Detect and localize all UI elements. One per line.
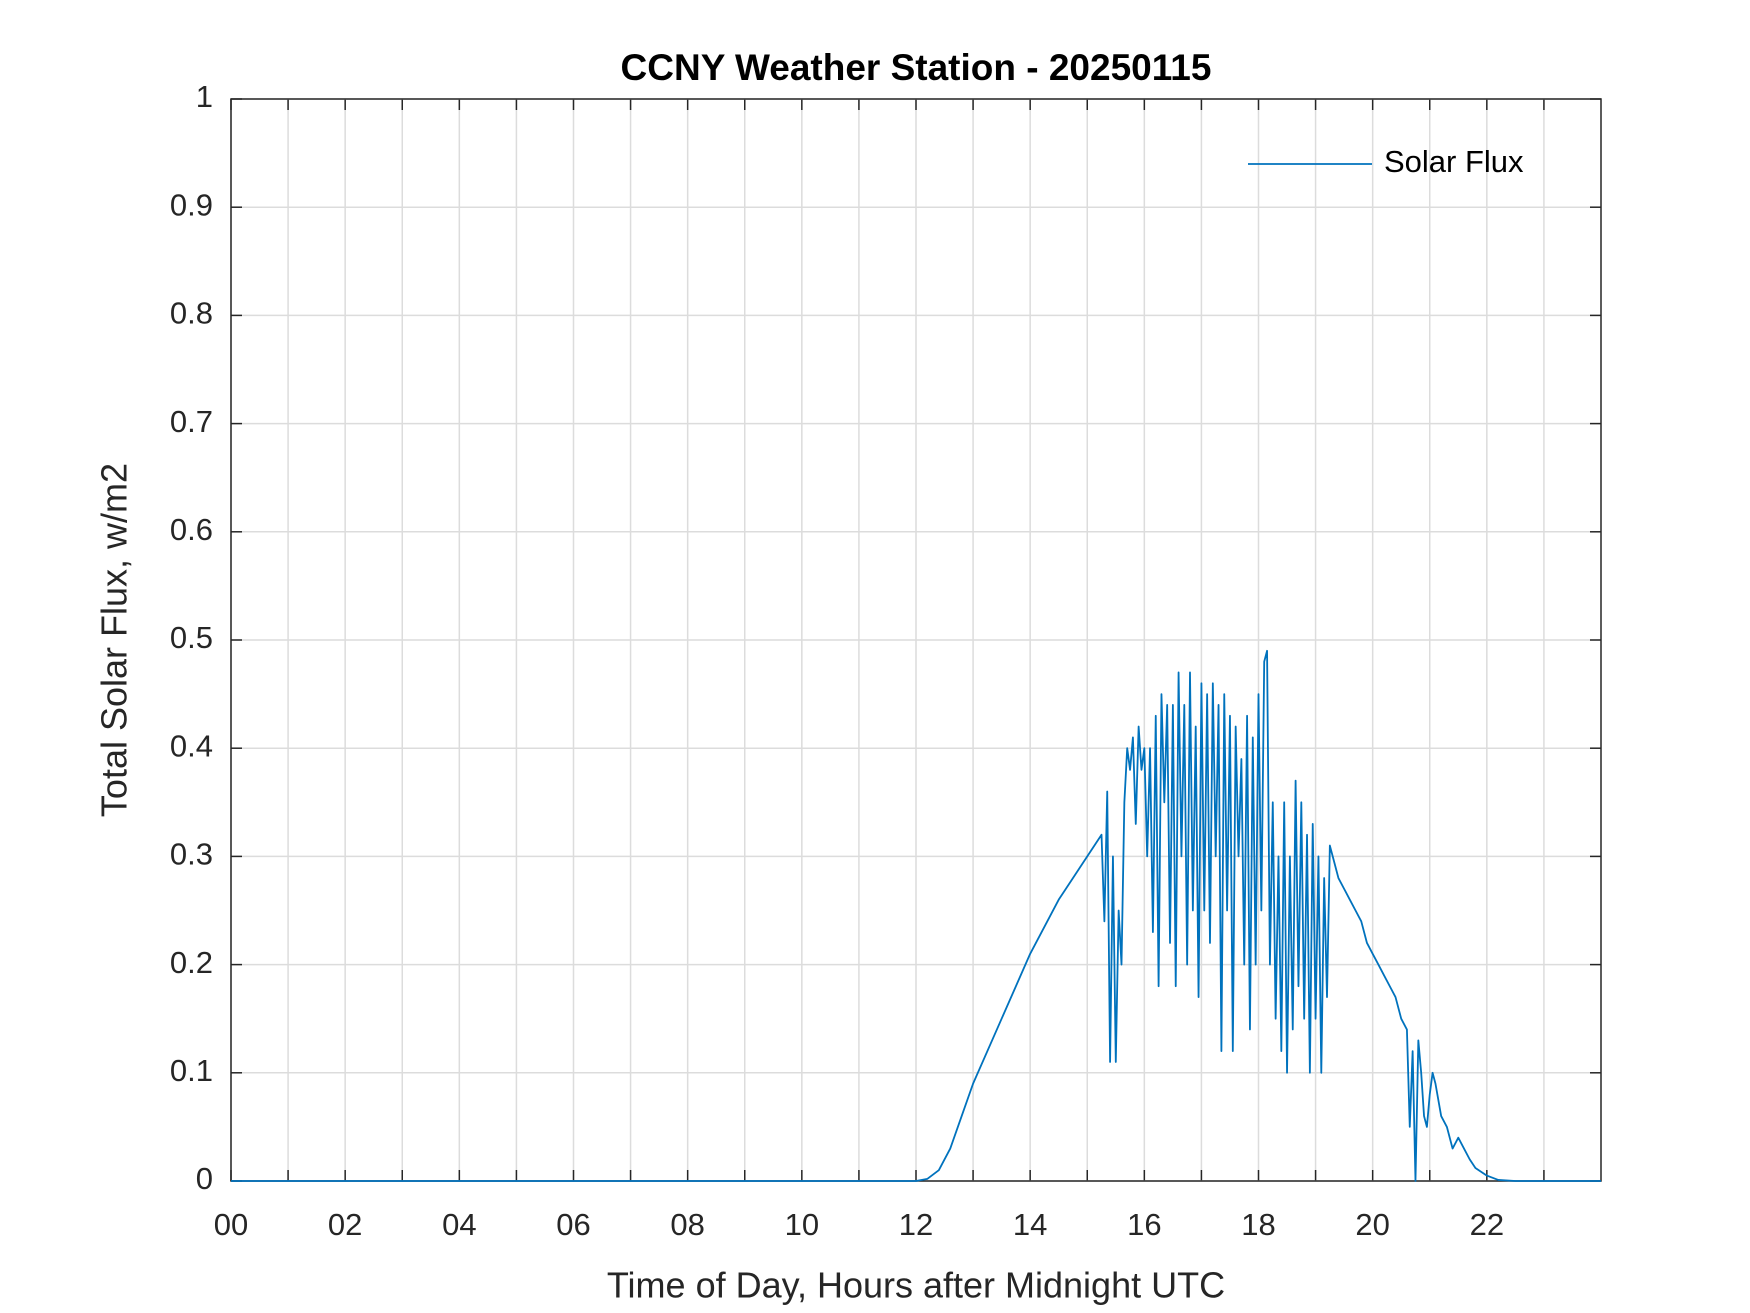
chart-title: CCNY Weather Station - 20250115 — [621, 47, 1212, 88]
y-tick-label: 0 — [196, 1161, 213, 1196]
x-tick-label: 20 — [1355, 1207, 1389, 1242]
x-tick-label: 12 — [899, 1207, 933, 1242]
y-tick-label: 0.4 — [170, 728, 213, 763]
y-tick-label: 0.5 — [170, 620, 213, 655]
x-axis-label: Time of Day, Hours after Midnight UTC — [607, 1265, 1225, 1306]
x-tick-label: 18 — [1241, 1207, 1275, 1242]
x-tick-label: 06 — [556, 1207, 590, 1242]
y-tick-label: 0.8 — [170, 296, 213, 331]
legend-label: Solar Flux — [1384, 144, 1524, 179]
x-tick-label: 22 — [1470, 1207, 1504, 1242]
y-tick-label: 0.3 — [170, 837, 213, 872]
x-tick-label: 04 — [442, 1207, 476, 1242]
x-tick-label: 02 — [328, 1207, 362, 1242]
x-tick-label: 16 — [1127, 1207, 1161, 1242]
y-axis-label: Total Solar Flux, w/m2 — [94, 463, 135, 817]
y-tick-label: 0.6 — [170, 512, 213, 547]
y-tick-label: 0.1 — [170, 1053, 213, 1088]
y-tick-label: 0.7 — [170, 404, 213, 439]
x-tick-label: 14 — [1013, 1207, 1047, 1242]
x-tick-label: 08 — [670, 1207, 704, 1242]
x-tick-label: 10 — [785, 1207, 819, 1242]
y-tick-label: 0.2 — [170, 945, 213, 980]
x-tick-label: 00 — [214, 1207, 248, 1242]
y-tick-label: 1 — [196, 79, 213, 114]
data-line — [231, 649, 1601, 1182]
y-tick-label: 0.9 — [170, 187, 213, 222]
